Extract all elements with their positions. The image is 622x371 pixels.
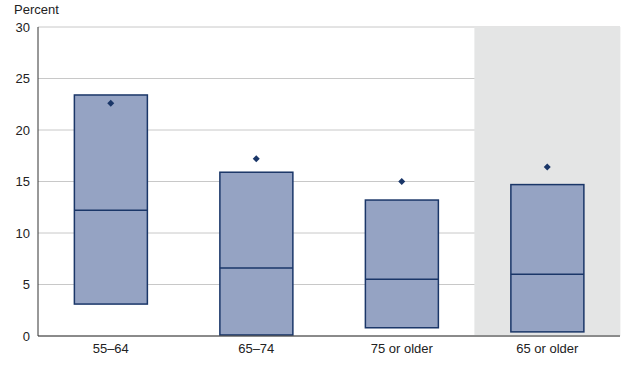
svg-text:15: 15	[16, 174, 30, 189]
svg-text:65–74: 65–74	[238, 341, 274, 356]
svg-text:75 or older: 75 or older	[371, 341, 434, 356]
svg-text:65 or older: 65 or older	[516, 341, 579, 356]
svg-text:55–64: 55–64	[93, 341, 129, 356]
svg-text:20: 20	[16, 123, 30, 138]
svg-text:10: 10	[16, 226, 30, 241]
html-text:Percent: Percent	[14, 2, 59, 17]
svg-text:25: 25	[16, 71, 30, 86]
svg-text:30: 30	[16, 20, 30, 35]
svg-text:5: 5	[23, 277, 30, 292]
svg-text:0: 0	[23, 329, 30, 344]
